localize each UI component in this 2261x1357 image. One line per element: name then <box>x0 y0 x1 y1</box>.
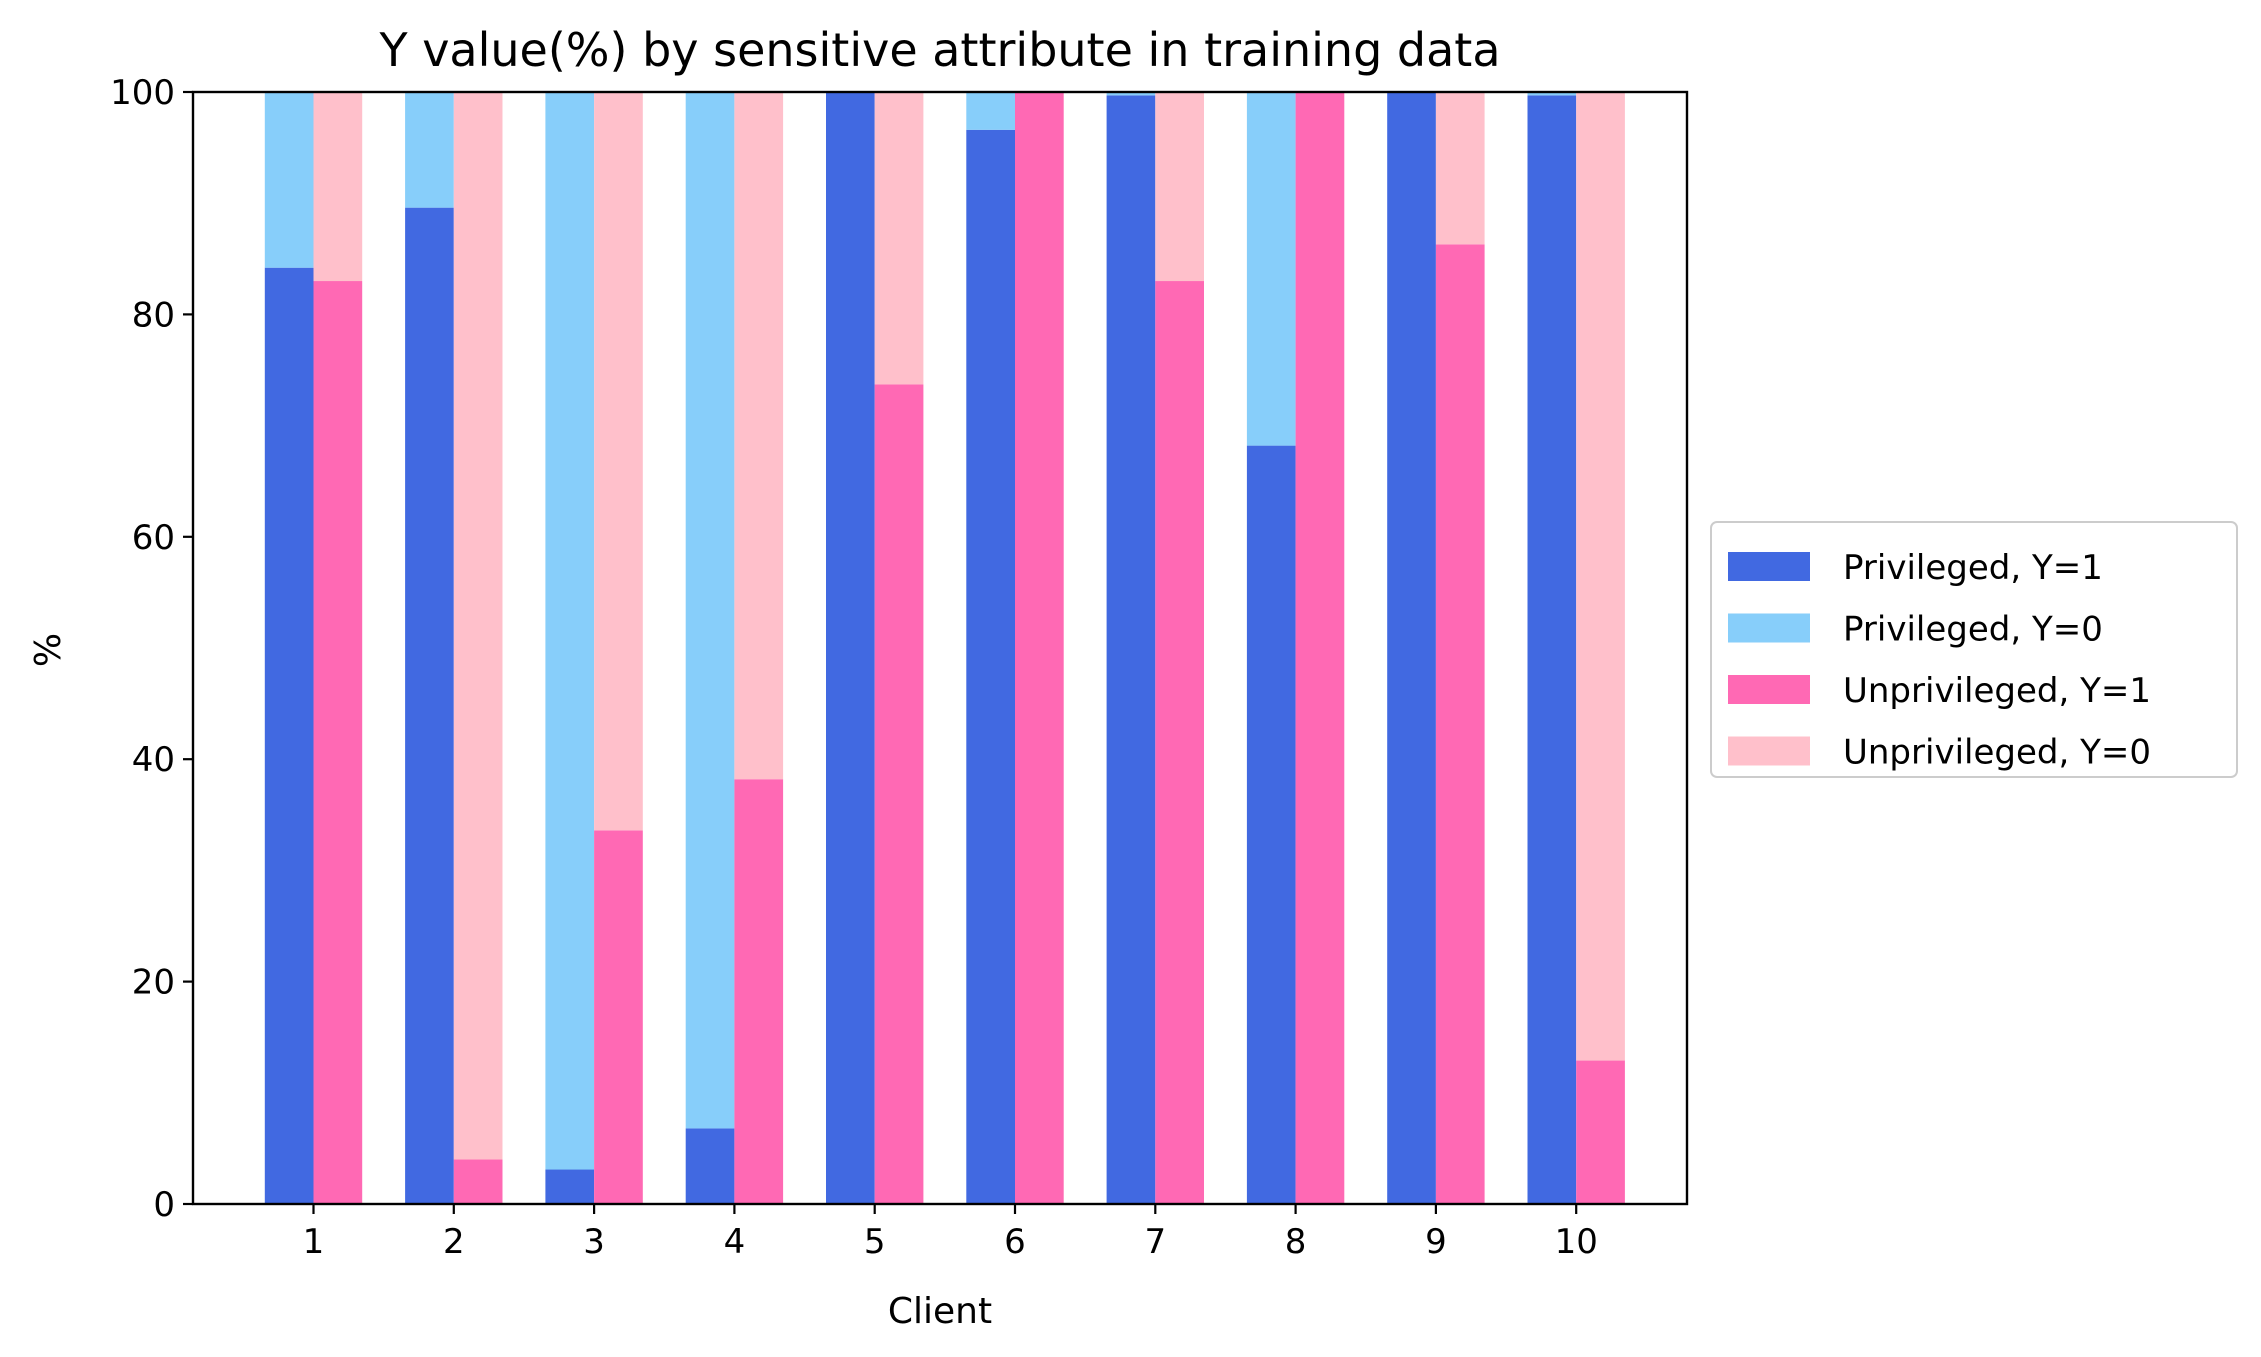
bar-unprivileged-y-0-client-9 <box>1435 92 1485 245</box>
bar-privileged-y-1-client-3 <box>545 1169 595 1204</box>
bar-privileged-y-1-client-7 <box>1106 95 1156 1205</box>
legend-box <box>1710 521 2238 778</box>
x-tick-label: 9 <box>1425 1222 1447 1262</box>
y-tick-label: 40 <box>132 740 175 780</box>
bar-unprivileged-y-1-client-3 <box>594 830 643 1204</box>
bar-unprivileged-y-1-client-9 <box>1435 244 1485 1204</box>
x-tick-label: 3 <box>583 1222 605 1262</box>
bar-privileged-y-1-client-5 <box>826 92 875 1204</box>
y-tick-label: 20 <box>132 963 175 1003</box>
bar-privileged-y-0-client-3 <box>545 92 595 1170</box>
bar-unprivileged-y-1-client-6 <box>1015 92 1064 1204</box>
bar-privileged-y-1-client-2 <box>405 207 454 1204</box>
bar-privileged-y-0-client-1 <box>264 92 314 268</box>
x-tick-label: 5 <box>864 1222 886 1262</box>
bar-privileged-y-1-client-1 <box>264 267 314 1204</box>
plot-frame <box>191 90 1689 1206</box>
legend-swatch <box>1728 552 1810 581</box>
bar-unprivileged-y-0-client-1 <box>313 92 363 282</box>
legend-swatch <box>1728 675 1810 704</box>
bar-privileged-y-0-client-10 <box>1527 92 1577 96</box>
x-tick-label: 1 <box>303 1222 325 1262</box>
legend-label: Unprivileged, Y=0 <box>1843 733 2151 773</box>
y-tick-label: 80 <box>132 295 175 335</box>
x-tick-label: 7 <box>1144 1222 1166 1262</box>
bar-unprivileged-y-0-client-7 <box>1155 92 1204 282</box>
bar-unprivileged-y-0-client-4 <box>734 92 784 780</box>
bar-unprivileged-y-1-client-2 <box>453 1159 503 1204</box>
bar-privileged-y-0-client-4 <box>685 92 735 1129</box>
bar-privileged-y-1-client-4 <box>685 1128 735 1204</box>
x-tick-label: 4 <box>724 1222 746 1262</box>
bar-unprivileged-y-0-client-10 <box>1576 92 1625 1061</box>
legend-swatch <box>1728 736 1810 766</box>
y-axis-label: % <box>28 633 69 667</box>
bar-privileged-y-0-client-7 <box>1106 92 1156 96</box>
bar-privileged-y-0-client-2 <box>405 92 454 208</box>
bar-privileged-y-1-client-9 <box>1387 92 1436 1204</box>
x-tick-label: 2 <box>443 1222 465 1262</box>
x-tick-label: 10 <box>1555 1222 1598 1262</box>
bar-privileged-y-1-client-8 <box>1246 445 1296 1205</box>
bar-unprivileged-y-1-client-5 <box>874 384 924 1204</box>
bar-unprivileged-y-1-client-8 <box>1295 92 1345 1204</box>
bar-privileged-y-0-client-6 <box>966 92 1015 130</box>
legend-swatch <box>1728 613 1810 643</box>
bar-unprivileged-y-1-client-10 <box>1576 1060 1625 1204</box>
chart-title: Y value(%) by sensitive attribute in tra… <box>378 23 1500 77</box>
bar-unprivileged-y-0-client-5 <box>874 92 924 385</box>
bar-unprivileged-y-1-client-1 <box>313 281 363 1204</box>
y-tick-label: 0 <box>153 1185 175 1225</box>
y-tick-label: 100 <box>110 73 175 113</box>
bar-privileged-y-0-client-8 <box>1246 92 1296 446</box>
x-axis-label: Client <box>888 1291 992 1332</box>
bar-privileged-y-1-client-6 <box>966 129 1015 1205</box>
legend-label: Privileged, Y=0 <box>1843 610 2103 650</box>
legend-label: Privileged, Y=1 <box>1843 548 2103 588</box>
x-tick-label: 8 <box>1285 1222 1307 1262</box>
bar-unprivileged-y-1-client-7 <box>1155 281 1204 1204</box>
plot-area: 0 20 40 60 80 100 1 2 3 4 5 6 7 8 9 10 <box>110 73 1689 1262</box>
y-tick-label: 60 <box>132 518 175 558</box>
x-tick-label: 6 <box>1004 1222 1026 1262</box>
bar-unprivileged-y-0-client-2 <box>453 92 503 1160</box>
bar-unprivileged-y-0-client-3 <box>594 92 643 831</box>
bar-privileged-y-1-client-10 <box>1527 95 1577 1205</box>
bar-unprivileged-y-1-client-4 <box>734 779 784 1204</box>
legend: Privileged, Y=1 Privileged, Y=0 Unprivileg… <box>1710 521 2238 778</box>
legend-label: Unprivileged, Y=1 <box>1843 671 2151 711</box>
